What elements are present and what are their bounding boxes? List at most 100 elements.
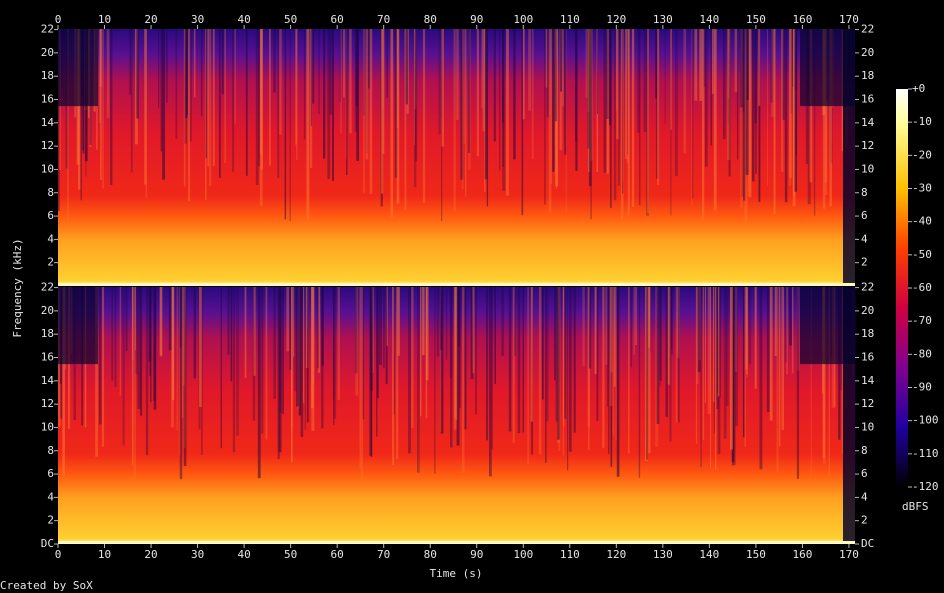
y-tick-label-right: 20 <box>861 304 874 317</box>
spectrogram-texture <box>675 287 678 423</box>
spectrogram-texture <box>313 287 315 385</box>
spectrogram-texture <box>513 29 516 160</box>
spectrogram-texture <box>670 29 673 130</box>
spectrogram-texture <box>814 29 816 216</box>
x-tick-label-bottom: 40 <box>237 548 250 561</box>
spectrogram-texture <box>420 287 422 417</box>
spectrogram-texture <box>329 29 332 115</box>
spectrogram-texture <box>219 29 221 178</box>
colorbar-tick-label: +0 <box>912 82 925 95</box>
spectrogram-texture <box>193 287 196 379</box>
y-tick-label: 6 <box>47 209 54 222</box>
spectrogram-texture <box>538 287 542 455</box>
spectrogram-texture <box>259 29 263 206</box>
spectrogram-texture <box>564 29 567 155</box>
colorbar <box>896 89 908 487</box>
spectrogram-texture <box>717 287 719 393</box>
spectrogram-texture <box>582 287 585 367</box>
spectrogram-texture <box>606 29 609 174</box>
y-tick-label-right: 10 <box>861 420 874 433</box>
spectrogram-texture <box>290 287 293 463</box>
spectrogram-texture <box>460 29 464 180</box>
spectrogram-texture <box>627 29 630 216</box>
spectrogram-texture <box>381 29 384 194</box>
spectrogram-texture <box>554 29 557 122</box>
y-tick-label: 22 <box>41 23 54 36</box>
spectrogram-texture <box>607 287 609 407</box>
y-tick-label: 8 <box>47 186 54 199</box>
spectrogram-texture <box>296 29 298 160</box>
spectrogram-texture <box>612 287 615 436</box>
spectrogram-texture <box>506 29 509 196</box>
spectrogram-texture <box>273 287 276 399</box>
spectrogram-texture <box>417 287 420 473</box>
spectrogram-texture <box>746 287 748 375</box>
spectrogram-texture <box>286 287 290 352</box>
spectrogram-texture <box>727 29 731 161</box>
colorbar-tick-label: -100 <box>912 414 939 427</box>
spectrogram-texture <box>747 29 750 197</box>
spectrogram-texture <box>332 29 334 181</box>
spectrogram-texture <box>531 29 534 160</box>
spectrogram-texture <box>546 287 549 422</box>
spectrogram-texture <box>545 29 548 88</box>
spectrogram-texture <box>132 287 134 361</box>
spectrogram-texture <box>133 287 136 479</box>
spectrogram-texture <box>588 29 592 187</box>
spectrogram-texture <box>630 287 633 368</box>
spectrogram-texture <box>422 29 426 204</box>
spectrogram-texture <box>404 29 407 210</box>
spectrogram-texture <box>236 287 239 436</box>
spectrogram-texture <box>362 29 366 194</box>
x-tick-label-bottom: 10 <box>98 548 111 561</box>
y-tick-label: 10 <box>41 162 54 175</box>
spectrogram-texture <box>463 29 465 144</box>
spectrogram-texture <box>719 287 722 398</box>
x-tick-label-bottom: 0 <box>55 548 62 561</box>
spectrogram-texture <box>655 29 659 179</box>
spectrogram-texture <box>713 29 717 211</box>
spectrogram-texture <box>695 287 698 444</box>
spectrogram-texture <box>227 287 230 355</box>
spectrogram-texture <box>854 287 857 479</box>
spectrogram-texture <box>277 287 280 460</box>
spectrogram-texture <box>333 287 337 419</box>
spectrogram-texture <box>494 287 496 384</box>
spectrogram-texture <box>705 29 708 167</box>
spectrogram-texture <box>502 29 504 123</box>
credit: Created by SoX <box>0 579 93 592</box>
spectrogram-texture <box>791 287 794 373</box>
x-tick-label: 120 <box>606 13 626 26</box>
y-tick-label: 4 <box>47 490 54 503</box>
spectrogram-texture <box>709 287 712 468</box>
x-tick-label-bottom: 120 <box>606 548 626 561</box>
spectrogram-texture <box>723 287 727 439</box>
spectrogram-texture <box>260 29 263 170</box>
spectrogram-texture <box>748 287 752 365</box>
spectrogram-texture <box>383 287 385 369</box>
colorbar-tick-label: -90 <box>912 381 932 394</box>
spectrogram-texture <box>573 287 576 433</box>
y-tick-label: 22 <box>41 281 54 294</box>
spectrogram-texture <box>639 29 641 206</box>
colorbar-tick-label: -10 <box>912 115 932 128</box>
spectrogram-texture <box>678 287 680 423</box>
spectrogram-texture <box>782 29 785 120</box>
spectrogram-texture <box>717 287 720 397</box>
spectrogram-texture <box>676 287 680 358</box>
spectrogram-texture <box>465 29 467 197</box>
spectrogram-texture <box>522 29 525 120</box>
spectrogram-texture <box>779 287 781 447</box>
spectrogram-texture <box>828 287 830 477</box>
y-tick-label-right: 6 <box>861 467 868 480</box>
spectrogram-texture <box>746 287 748 378</box>
spectrogram-texture <box>734 287 738 373</box>
spectrogram-texture <box>179 287 182 348</box>
y-tick-label: 14 <box>41 374 55 387</box>
spectrogram-texture <box>134 287 136 351</box>
spectrogram-texture <box>751 29 755 182</box>
spectrogram-texture <box>458 287 462 409</box>
spectrogram-texture <box>486 29 489 207</box>
spectrogram-panel <box>58 287 855 544</box>
spectrogram-texture <box>95 287 99 457</box>
